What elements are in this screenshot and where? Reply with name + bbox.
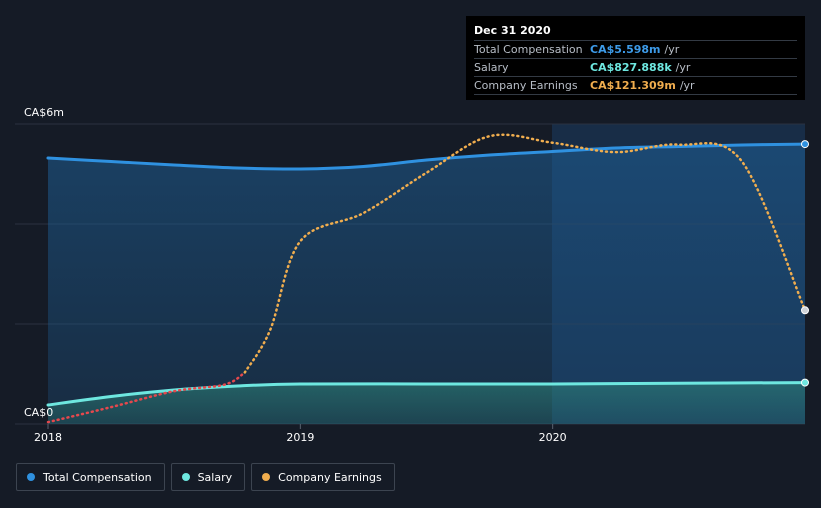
y-tick-label: CA$0	[24, 406, 53, 419]
legend-item-total-compensation[interactable]: Total Compensation	[16, 463, 165, 491]
tooltip-label: Company Earnings	[474, 79, 578, 92]
y-axis-labels: CA$6m CA$0	[24, 106, 64, 419]
salary-endpoint	[801, 378, 809, 387]
legend-item-salary[interactable]: Salary	[170, 463, 246, 491]
series-areas	[48, 144, 805, 424]
x-tick-label: 2019	[286, 431, 314, 444]
tooltip-date: Dec 31 2020	[474, 24, 551, 37]
total-compensation-endpoint	[801, 140, 809, 149]
x-axis-labels: 2018 2019 2020	[34, 424, 567, 444]
tooltip-value: CA$827.888k	[590, 61, 672, 74]
company-earnings-line-low	[46, 371, 247, 424]
salary-area	[48, 382, 805, 424]
y-tick-label: CA$6m	[24, 106, 64, 119]
company-earnings-endpoint	[801, 306, 809, 315]
x-tick-label: 2018	[34, 431, 62, 444]
series-endpoints	[801, 140, 809, 387]
legend: Total Compensation Salary Company Earnin…	[16, 463, 395, 491]
tooltip-row-salary: Salary CA$827.888k /yr	[474, 58, 797, 76]
legend-label: Salary	[197, 470, 233, 484]
x-tick-label: 2020	[539, 431, 567, 444]
tooltip-value: CA$121.309m	[590, 79, 676, 92]
tooltip-value: CA$5.598m	[590, 43, 661, 56]
tooltip: Dec 31 2020 Total Compensation CA$5.598m…	[466, 16, 805, 100]
tooltip-label: Salary	[474, 61, 509, 74]
tooltip-unit: /yr	[675, 61, 691, 74]
tooltip-unit: /yr	[679, 79, 695, 92]
company-earnings-line	[243, 133, 807, 374]
legend-item-company-earnings[interactable]: Company Earnings	[251, 463, 395, 491]
legend-label: Total Compensation	[43, 470, 152, 484]
salary-line	[46, 381, 807, 407]
tooltip-label: Total Compensation	[474, 43, 583, 56]
tooltip-row-company-earnings: Company Earnings CA$121.309m /yr	[474, 76, 797, 95]
total-compensation-line	[46, 142, 807, 171]
series-lines	[46, 133, 807, 424]
legend-dot-icon	[181, 473, 190, 481]
total-compensation-area	[48, 144, 805, 424]
legend-dot-icon	[27, 473, 35, 481]
tooltip-row-total-compensation: Total Compensation CA$5.598m /yr	[474, 40, 797, 58]
tooltip-unit: /yr	[664, 43, 680, 56]
legend-label: Company Earnings	[278, 470, 382, 484]
legend-dot-icon	[262, 473, 271, 481]
